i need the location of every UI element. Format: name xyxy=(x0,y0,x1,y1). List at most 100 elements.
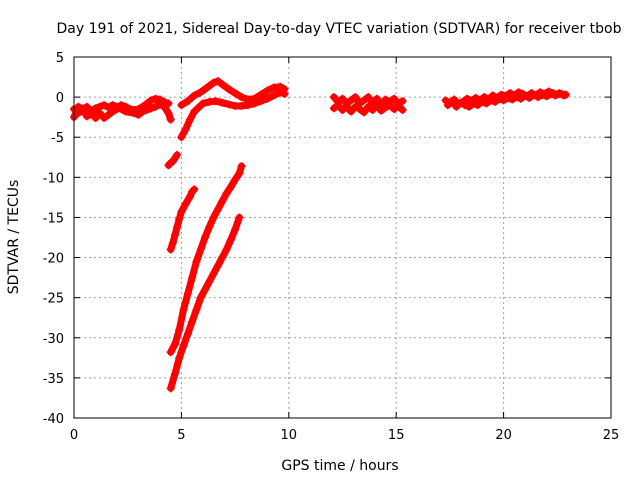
data-point xyxy=(173,223,182,232)
data-point xyxy=(368,105,377,114)
data-point xyxy=(390,105,399,114)
data-point xyxy=(226,235,235,244)
y-tick-label: 5 xyxy=(56,51,64,66)
data-point xyxy=(364,102,373,111)
data-point xyxy=(164,109,173,118)
data-point xyxy=(555,89,564,98)
data-point xyxy=(256,97,265,106)
data-point xyxy=(503,93,512,102)
data-point xyxy=(205,223,214,232)
data-point xyxy=(170,340,179,349)
data-point xyxy=(108,101,117,110)
data-point xyxy=(185,192,194,201)
plot-frame xyxy=(73,56,612,419)
data-point xyxy=(452,102,461,111)
data-point xyxy=(151,102,160,111)
x-tick-label: 5 xyxy=(177,428,185,443)
data-point xyxy=(482,99,491,108)
data-point xyxy=(211,97,220,106)
data-point xyxy=(226,182,235,191)
data-point xyxy=(91,104,100,113)
data-point xyxy=(443,101,452,110)
series-trace xyxy=(70,100,175,124)
y-tick-label: -35 xyxy=(43,372,64,387)
series-trace xyxy=(167,185,198,253)
data-point xyxy=(521,91,530,100)
data-point xyxy=(347,96,356,105)
data-point xyxy=(183,329,192,338)
data-point xyxy=(334,101,343,110)
data-point xyxy=(456,98,465,107)
chart-title: Day 191 of 2021, Sidereal Day-to-day VTE… xyxy=(56,21,621,37)
data-point xyxy=(190,107,199,116)
data-point xyxy=(329,104,338,113)
data-point xyxy=(166,115,175,124)
data-point xyxy=(390,94,399,103)
data-point xyxy=(546,89,555,98)
data-point xyxy=(179,341,188,350)
data-point xyxy=(213,77,222,86)
series-trace xyxy=(167,162,245,356)
data-point xyxy=(329,93,338,102)
data-point xyxy=(218,197,227,206)
y-tick-label: 0 xyxy=(56,91,64,106)
data-point xyxy=(235,213,244,222)
data-point xyxy=(222,189,231,198)
data-point xyxy=(231,225,240,234)
data-point xyxy=(218,80,227,89)
data-point xyxy=(138,107,147,116)
data-point xyxy=(351,102,360,111)
data-point xyxy=(398,97,407,106)
data-point xyxy=(533,93,542,102)
data-point xyxy=(516,94,525,103)
data-point xyxy=(181,125,190,134)
data-point xyxy=(269,83,278,92)
x-axis-label: GPS time / hours xyxy=(281,458,398,474)
data-point xyxy=(192,305,201,314)
data-point xyxy=(512,93,521,102)
data-point xyxy=(559,91,568,100)
data-point xyxy=(147,104,156,113)
data-point xyxy=(185,115,194,124)
data-point xyxy=(237,93,246,102)
data-point xyxy=(196,293,205,302)
data-point xyxy=(192,257,201,266)
data-point xyxy=(147,96,156,105)
data-point xyxy=(177,101,186,110)
data-point xyxy=(177,207,186,216)
data-point xyxy=(100,101,109,110)
data-point xyxy=(196,88,205,97)
data-point xyxy=(188,317,197,326)
data-point xyxy=(74,102,83,111)
data-point xyxy=(525,93,534,102)
data-point xyxy=(218,253,227,262)
data-point xyxy=(201,285,210,294)
data-point xyxy=(168,239,177,248)
data-point xyxy=(448,97,457,106)
data-point xyxy=(486,96,495,105)
data-point xyxy=(381,95,390,104)
data-points xyxy=(70,77,570,393)
data-point xyxy=(263,86,272,95)
x-tick-label: 25 xyxy=(603,428,620,443)
data-point xyxy=(460,101,469,110)
data-point xyxy=(151,94,160,103)
data-point xyxy=(224,85,233,94)
data-point xyxy=(179,305,188,314)
data-point xyxy=(143,105,152,114)
data-point xyxy=(177,133,186,142)
data-point xyxy=(231,89,240,98)
data-point xyxy=(338,105,347,114)
data-point xyxy=(134,110,143,119)
y-tick-label: -30 xyxy=(43,332,64,347)
data-point xyxy=(160,102,169,111)
data-point xyxy=(551,91,560,100)
data-point xyxy=(198,99,207,108)
data-point xyxy=(342,102,351,111)
data-point xyxy=(347,107,356,116)
data-point xyxy=(196,245,205,254)
data-point xyxy=(183,97,192,106)
data-point xyxy=(188,273,197,282)
data-point xyxy=(213,261,222,270)
data-point xyxy=(166,348,175,357)
